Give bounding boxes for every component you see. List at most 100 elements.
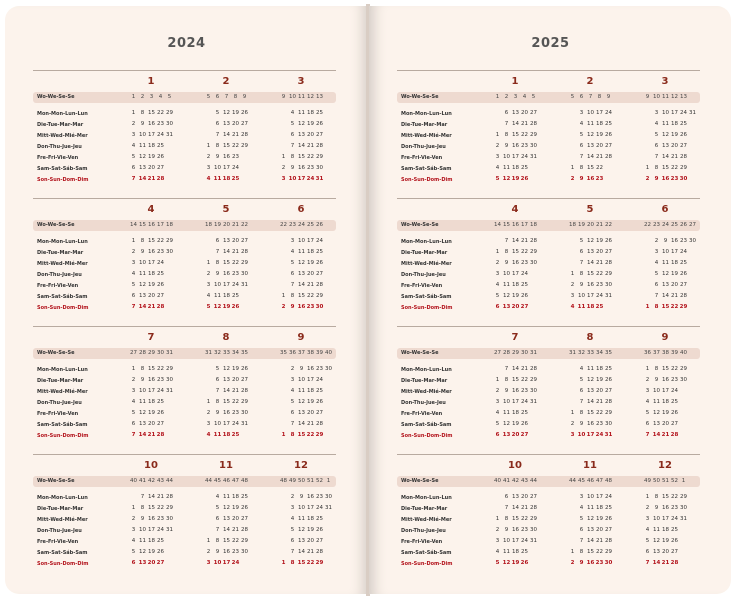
day-date: 1 xyxy=(570,165,575,171)
day-date: 2 xyxy=(645,505,650,511)
week-number: 48 xyxy=(605,478,612,484)
weekday-label: Mon-Mon-Lun-Lun xyxy=(37,239,88,245)
quarter-block: Wo-We-Se-Se Mon-Mon-Lun-Lun Die-Tue-Mar-Ma… xyxy=(33,198,336,324)
day-date: 14 xyxy=(298,282,305,288)
day-date: 14 xyxy=(512,505,519,511)
quarter-divider xyxy=(397,198,700,199)
day-date: 23 xyxy=(521,260,528,266)
day-date: 9 xyxy=(663,238,668,244)
day-date: 12 xyxy=(587,238,594,244)
week-number: 18 xyxy=(569,222,576,228)
weekday-label: Don-Thu-Jue-Jeu xyxy=(37,400,82,406)
day-date: 2 xyxy=(131,377,136,383)
day-date: 6 xyxy=(290,271,295,277)
day-date: 7 xyxy=(579,538,584,544)
day-date: 31 xyxy=(325,505,332,511)
day-date: 20 xyxy=(148,165,155,171)
sunday-date: 13 xyxy=(502,432,511,438)
day-date: 30 xyxy=(166,121,173,127)
day-date: 2 xyxy=(495,143,500,149)
sunday-date: 15 xyxy=(661,304,670,310)
day-date: 26 xyxy=(157,410,164,416)
day-date: 26 xyxy=(157,154,164,160)
sunday-date: 25 xyxy=(231,432,240,438)
week-number: 6 xyxy=(579,94,584,100)
sunday-date: 2 xyxy=(645,176,650,182)
week-number: 12 xyxy=(307,94,314,100)
day-date: 22 xyxy=(596,410,603,416)
day-date: 17 xyxy=(512,271,519,277)
weekday-label: Son-Sun-Dom-Dim xyxy=(37,177,89,183)
sunday-date: 28 xyxy=(156,176,165,182)
day-date: 12 xyxy=(139,154,146,160)
week-number: 41 xyxy=(503,478,510,484)
sunday-date: 12 xyxy=(213,304,222,310)
day-date: 12 xyxy=(587,516,594,522)
quarter-divider xyxy=(397,70,700,71)
week-number: 40 xyxy=(325,350,332,356)
month-title: 8 xyxy=(222,332,230,343)
day-date: 18 xyxy=(671,260,678,266)
day-date: 5 xyxy=(131,549,136,555)
week-number: 5 xyxy=(570,94,575,100)
day-date: 1 xyxy=(495,516,500,522)
day-date: 26 xyxy=(241,505,248,511)
day-date: 31 xyxy=(166,132,173,138)
week-number-band xyxy=(397,220,700,231)
week-number: 37 xyxy=(653,350,660,356)
week-number: 1 xyxy=(681,478,686,484)
day-date: 3 xyxy=(131,260,136,266)
sunday-date: 7 xyxy=(131,304,136,310)
sunday-date: 29 xyxy=(679,304,688,310)
sunday-date: 18 xyxy=(222,176,231,182)
day-date: 20 xyxy=(596,388,603,394)
day-date: 7 xyxy=(579,260,584,266)
day-date: 9 xyxy=(579,282,584,288)
day-date: 11 xyxy=(503,549,510,555)
day-date: 10 xyxy=(587,110,594,116)
day-date: 15 xyxy=(587,165,594,171)
day-date: 4 xyxy=(579,366,584,372)
day-date: 25 xyxy=(680,121,687,127)
day-date: 18 xyxy=(223,293,230,299)
day-date: 26 xyxy=(680,271,687,277)
day-date: 24 xyxy=(521,399,528,405)
day-date: 25 xyxy=(521,410,528,416)
day-date: 15 xyxy=(512,516,519,522)
day-date: 30 xyxy=(530,388,537,394)
day-date: 7 xyxy=(290,549,295,555)
week-number: 15 xyxy=(139,222,146,228)
day-date: 19 xyxy=(596,238,603,244)
day-date: 10 xyxy=(298,377,305,383)
sunday-date: 9 xyxy=(579,560,584,566)
weekday-label: Mitt-Wed-Mié-Mer xyxy=(37,133,88,139)
sunday-date: 7 xyxy=(131,176,136,182)
week-number: 18 xyxy=(166,222,173,228)
day-date: 9 xyxy=(215,549,220,555)
day-date: 21 xyxy=(232,527,239,533)
day-date: 21 xyxy=(596,399,603,405)
day-date: 22 xyxy=(232,538,239,544)
day-date: 15 xyxy=(587,410,594,416)
day-date: 10 xyxy=(139,527,146,533)
weekday-label: Mitt-Wed-Mié-Mer xyxy=(37,261,88,267)
day-date: 12 xyxy=(223,505,230,511)
week-number: 42 xyxy=(512,478,519,484)
day-date: 28 xyxy=(530,505,537,511)
week-number: 40 xyxy=(130,478,137,484)
month-title: 3 xyxy=(297,76,305,87)
week-number: 23 xyxy=(289,222,296,228)
day-date: 3 xyxy=(290,505,295,511)
day-date: 28 xyxy=(316,143,323,149)
day-date: 16 xyxy=(671,238,678,244)
day-date: 24 xyxy=(671,516,678,522)
day-date: 8 xyxy=(140,238,145,244)
sunday-date: 28 xyxy=(670,560,679,566)
weekday-label: Mon-Mon-Lun-Lun xyxy=(401,367,452,373)
day-date: 29 xyxy=(530,377,537,383)
weekday-label: Mitt-Wed-Mié-Mer xyxy=(401,517,452,523)
day-date: 17 xyxy=(307,238,314,244)
day-date: 18 xyxy=(512,165,519,171)
day-date: 21 xyxy=(671,293,678,299)
weekday-label: Son-Sun-Dom-Dim xyxy=(401,177,453,183)
